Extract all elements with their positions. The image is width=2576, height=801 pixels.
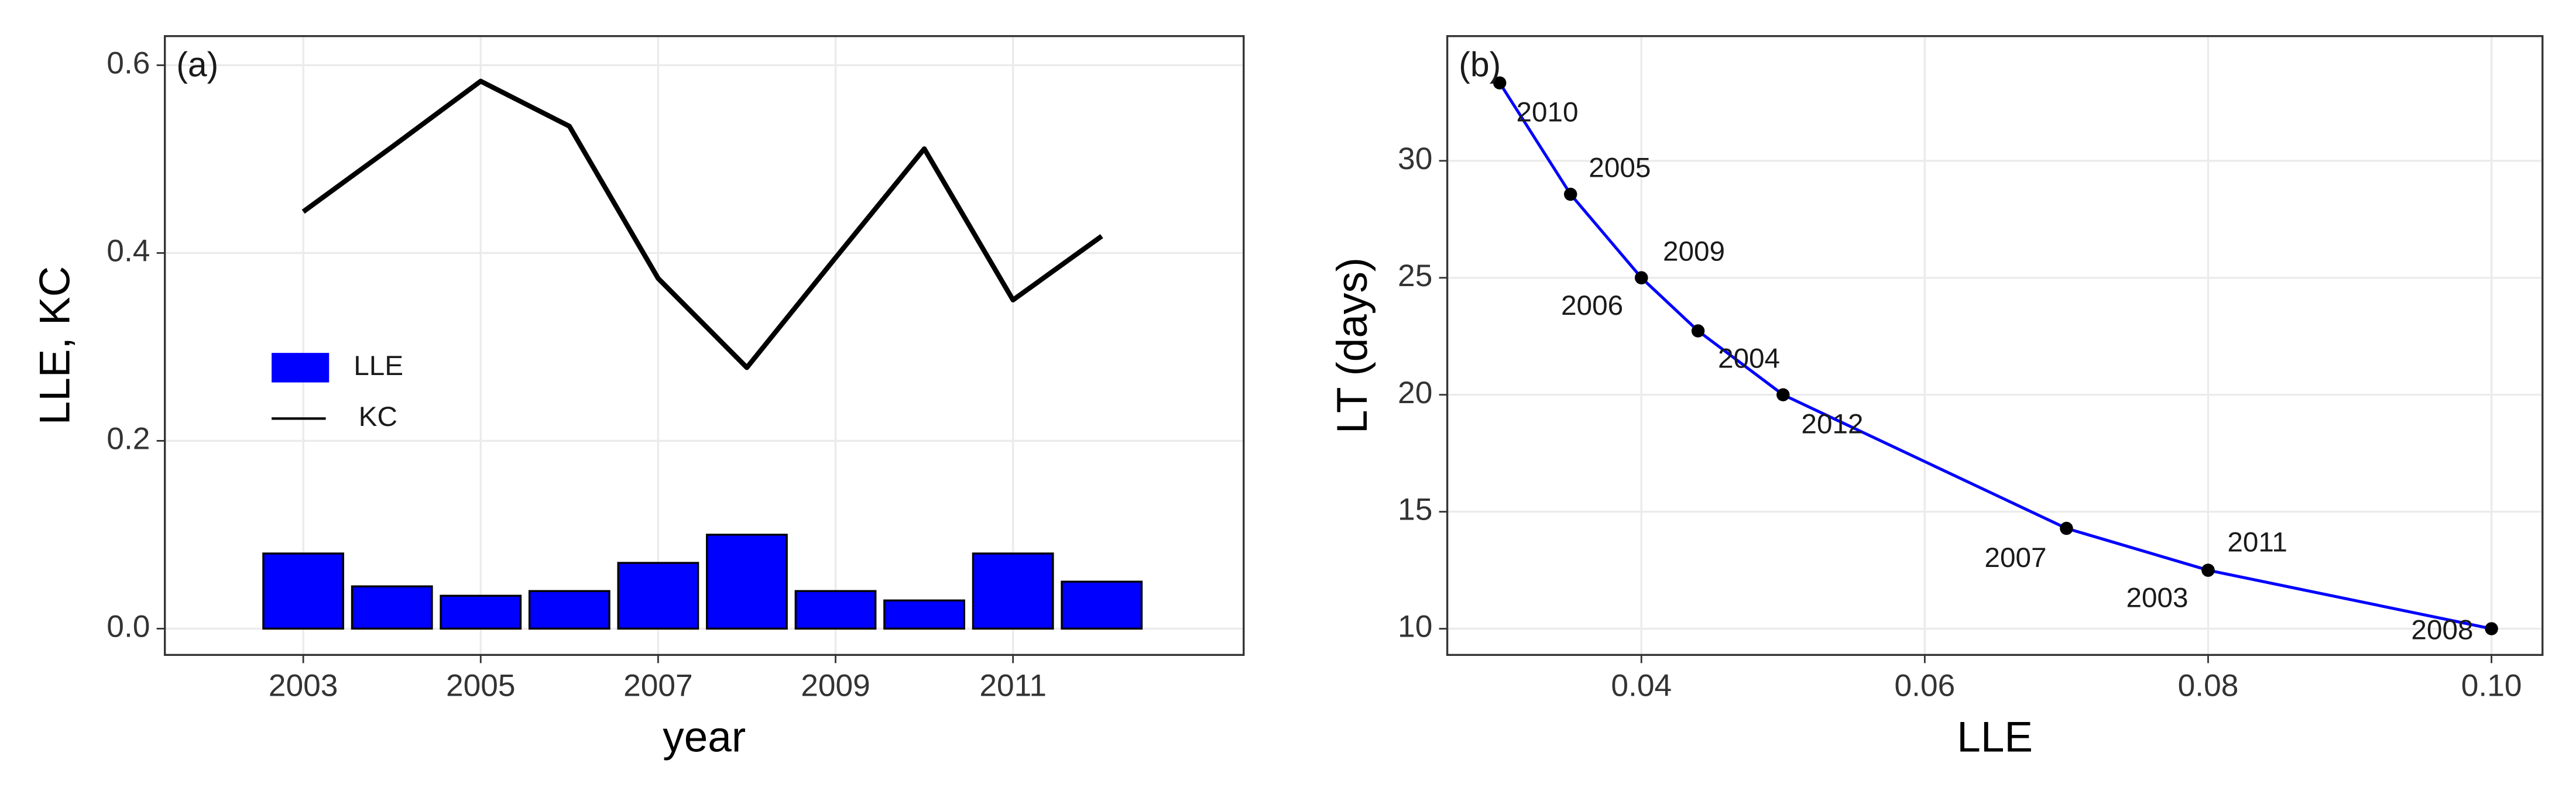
point-label: 2011	[2227, 527, 2287, 558]
point-label: 2008	[2411, 615, 2473, 646]
panel-border	[1446, 35, 2544, 656]
point-label: 2007	[1984, 542, 2046, 573]
bar	[440, 594, 522, 630]
point-label: 2010	[1516, 97, 1578, 128]
x-tick-label: 2007	[623, 669, 693, 703]
panel-border	[163, 35, 1245, 656]
y-tick-label: 0.0	[107, 609, 150, 644]
y-tick-label: 20	[1398, 376, 1432, 410]
panel-label: (a)	[176, 46, 218, 84]
point-label: 2012	[1801, 409, 1863, 440]
data-line	[1498, 82, 2492, 631]
data-point	[2485, 622, 2498, 635]
x-tick-label: 2009	[801, 669, 870, 703]
x-axis-title: year	[663, 713, 746, 761]
legend-label: LLE	[354, 350, 403, 381]
bar	[1061, 580, 1143, 630]
y-tick-label: 0.6	[107, 46, 150, 81]
y-tick-label: 15	[1398, 493, 1432, 527]
data-point	[1493, 76, 1507, 90]
data-point	[1691, 324, 1705, 338]
y-tick-label: 30	[1398, 142, 1432, 176]
data-point	[2201, 563, 2215, 577]
data-point	[1776, 388, 1790, 401]
point-label: 2009	[1663, 236, 1725, 267]
panel-label: (b)	[1459, 46, 1501, 84]
data-point	[1563, 187, 1577, 201]
point-label: 2003	[2126, 583, 2188, 614]
x-axis-title: LLE	[1957, 713, 2033, 761]
y-tick-label: 10	[1398, 610, 1432, 644]
bar	[706, 534, 788, 630]
legend-swatch	[272, 353, 330, 383]
y-axis-title: LT (days)	[1329, 257, 1376, 434]
data-line	[301, 78, 1103, 370]
x-tick-label: 0.08	[2178, 669, 2239, 703]
bar	[883, 599, 965, 630]
x-tick-label: 2003	[269, 669, 338, 703]
x-tick-label: 0.10	[2461, 669, 2522, 703]
bar	[262, 552, 344, 630]
x-tick-label: 0.06	[1895, 669, 1956, 703]
y-tick-label: 25	[1398, 259, 1432, 293]
bar	[617, 562, 699, 630]
y-tick-label: 0.4	[107, 234, 150, 269]
panel-background	[164, 36, 1244, 655]
data-point	[2060, 521, 2073, 535]
x-tick-label: 2011	[979, 669, 1047, 703]
data-point	[1635, 271, 1648, 284]
bar	[972, 552, 1054, 630]
point-label: 2004	[1718, 343, 1780, 374]
y-tick-label: 0.2	[107, 421, 150, 456]
point-label: 2006	[1561, 290, 1623, 321]
x-tick-label: 2005	[446, 669, 516, 703]
x-tick-label: 0.04	[1611, 669, 1672, 703]
point-label: 2005	[1589, 153, 1651, 184]
legend-label: KC	[359, 401, 397, 432]
bar	[528, 590, 610, 630]
bar	[794, 590, 877, 630]
panel-background	[1447, 36, 2543, 655]
y-axis-title: LLE, KC	[32, 266, 79, 425]
bar	[351, 585, 433, 630]
